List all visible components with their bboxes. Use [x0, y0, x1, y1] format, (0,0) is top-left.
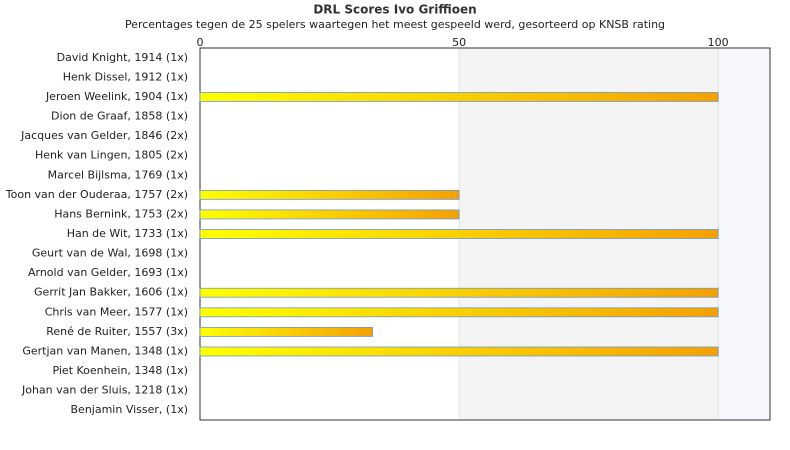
y-tick-label: Gerrit Jan Bakker, 1606 (1x) — [34, 286, 188, 299]
y-tick-label: Geurt van de Wal, 1698 (1x) — [32, 247, 188, 260]
y-tick-label: Jeroen Weelink, 1904 (1x) — [45, 90, 188, 103]
bar — [199, 229, 719, 239]
y-tick-label: Henk Dissel, 1912 (1x) — [63, 70, 188, 83]
y-tick-label: Johan van der Sluis, 1218 (1x) — [21, 384, 188, 397]
y-tick-label: Chris van Meer, 1577 (1x) — [45, 305, 188, 318]
y-tick-label: Hans Bernink, 1753 (2x) — [54, 207, 188, 220]
y-tick-label: David Knight, 1914 (1x) — [57, 51, 188, 64]
x-tick-label: 0 — [197, 36, 204, 49]
y-tick-label: Toon van der Ouderaa, 1757 (2x) — [5, 188, 188, 201]
bar — [199, 307, 719, 318]
y-tick-label: René de Ruiter, 1557 (3x) — [46, 325, 188, 338]
bar — [199, 287, 719, 298]
y-tick-label: Piet Koenhein, 1348 (1x) — [52, 364, 188, 377]
plot-band — [718, 48, 770, 420]
chart-title: DRL Scores Ivo Griffioen — [313, 3, 476, 17]
y-tick-label: Benjamin Visser, (1x) — [71, 403, 189, 416]
bar — [199, 326, 373, 337]
y-tick-label: Henk van Lingen, 1805 (2x) — [35, 149, 188, 162]
y-tick-label: Jacques van Gelder, 1846 (2x) — [20, 129, 188, 142]
x-tick-label: 100 — [708, 36, 729, 49]
chart-subtitle: Percentages tegen de 25 spelers waartege… — [125, 18, 665, 31]
y-tick-label: Arnold van Gelder, 1693 (1x) — [28, 266, 188, 279]
bar — [199, 92, 719, 102]
y-tick-label: Dion de Graaf, 1858 (1x) — [51, 110, 188, 123]
y-tick-label: Gertjan van Manen, 1348 (1x) — [22, 344, 188, 357]
y-tick-label: Han de Wit, 1733 (1x) — [67, 227, 188, 240]
bar — [199, 209, 460, 220]
x-tick-label: 50 — [452, 36, 466, 49]
y-tick-label: Marcel Bijlsma, 1769 (1x) — [48, 168, 188, 181]
bar — [199, 346, 719, 357]
bar — [199, 189, 460, 200]
